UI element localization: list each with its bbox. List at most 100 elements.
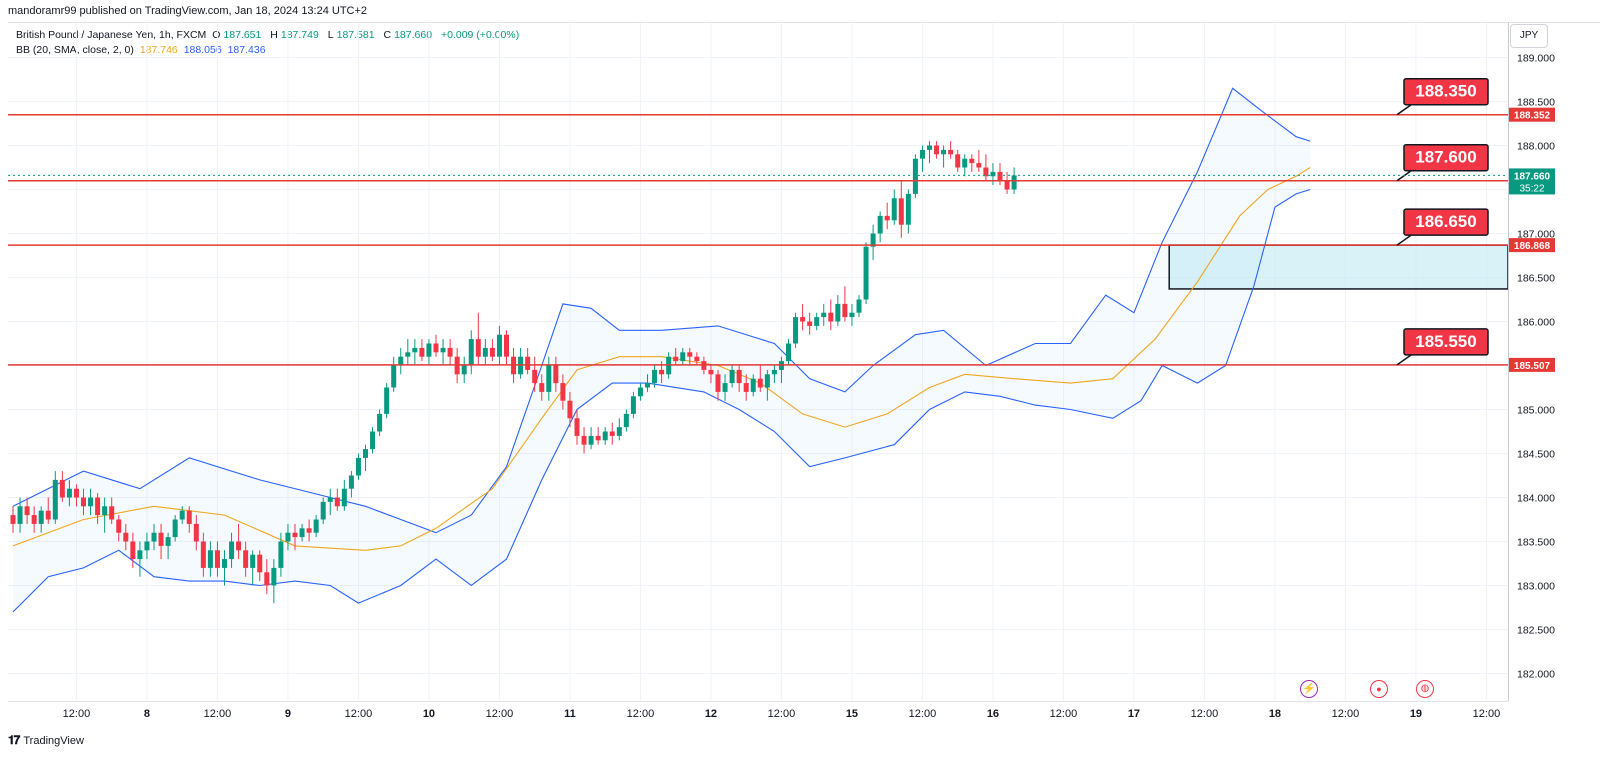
candle-body	[186, 510, 192, 524]
candle-body	[158, 532, 164, 546]
candle-body	[412, 347, 418, 353]
y-tick-label: 187.000	[1517, 229, 1555, 241]
candle-body	[750, 378, 756, 392]
tradingview-brand[interactable]: 𝟏𝟕 TradingView	[8, 733, 84, 748]
candle-body	[567, 400, 573, 419]
candle-body	[222, 559, 227, 568]
high-value: H 187.749	[270, 29, 319, 41]
last-price-tag	[1509, 168, 1555, 195]
candle-body	[45, 510, 51, 520]
candle-body	[306, 528, 312, 533]
axis-level-label: 188.352	[1514, 111, 1551, 122]
candle-body	[793, 317, 799, 344]
currency-button[interactable]: JPY	[1510, 24, 1548, 48]
level-callout-label: 185.550	[1415, 332, 1476, 351]
record-icon[interactable]: ●	[1370, 680, 1388, 698]
candle-body	[786, 343, 791, 362]
lightning-icon[interactable]: ⚡	[1300, 680, 1318, 698]
candle-body	[722, 383, 728, 392]
candle-body	[771, 369, 777, 375]
x-tick-label: 12:00	[1050, 708, 1078, 720]
candle-body	[694, 356, 700, 362]
candle-body	[468, 339, 474, 366]
candle-body	[934, 145, 940, 155]
candle-body	[539, 383, 545, 392]
candle-body	[193, 523, 199, 542]
x-tick-label: 18	[1269, 708, 1281, 720]
brand-name: TradingView	[23, 734, 84, 747]
price-axis[interactable]	[1508, 22, 1600, 701]
x-tick-label: 12:00	[486, 708, 514, 720]
candle-body	[504, 334, 509, 357]
candle-body	[856, 299, 862, 313]
level-callout-box	[1403, 208, 1489, 236]
axis-level-tag	[1509, 107, 1555, 122]
x-tick-label: 17	[1128, 708, 1140, 720]
candle-body	[736, 369, 742, 384]
candle-body	[546, 365, 552, 392]
candle-body	[828, 312, 834, 322]
candle-body	[405, 352, 411, 357]
y-tick-label: 182.000	[1517, 669, 1555, 681]
x-tick-label: 16	[987, 708, 999, 720]
candle-body	[391, 365, 397, 388]
chart-pane[interactable]	[8, 22, 1508, 702]
candle-body	[962, 158, 968, 168]
bb-lower-line	[12, 188, 1311, 613]
candle-body	[1004, 180, 1010, 190]
candle-body	[708, 369, 714, 375]
candle-body	[243, 550, 249, 568]
candle-body	[398, 356, 404, 366]
candle-body	[969, 158, 975, 164]
last-price-label: 187.660	[1514, 171, 1551, 182]
candle-body	[327, 497, 333, 502]
candle-body	[623, 413, 629, 428]
candle-body	[941, 149, 947, 155]
candle-body	[334, 497, 340, 507]
candle-body	[278, 541, 284, 568]
axis-level-tag	[1509, 357, 1555, 372]
candle-body	[849, 312, 855, 318]
y-tick-label: 186.000	[1517, 317, 1555, 329]
candle-body	[800, 317, 806, 322]
bb-legend[interactable]: BB (20, SMA, close, 2, 0) 187.746 188.05…	[16, 44, 269, 56]
x-tick-label: 15	[846, 708, 858, 720]
candle-body	[123, 532, 129, 542]
candle-body	[835, 303, 841, 322]
axis-level-tag	[1509, 238, 1555, 253]
globe-icon[interactable]: ◍	[1416, 680, 1434, 698]
candle-body	[609, 431, 615, 436]
candle-body	[384, 387, 390, 414]
candle-body	[179, 510, 185, 520]
candle-body	[588, 435, 594, 445]
candle-body	[532, 369, 538, 384]
candle-body	[144, 541, 150, 551]
candle-body	[17, 506, 23, 524]
candle-body	[976, 163, 982, 168]
candle-body	[299, 528, 305, 538]
x-tick-label: 12:00	[909, 708, 937, 720]
candle-body	[341, 488, 347, 507]
candle-body	[200, 541, 206, 568]
axis-level-label: 185.507	[1514, 361, 1551, 372]
candle-body	[489, 347, 495, 357]
level-callout-label: 188.350	[1415, 82, 1476, 101]
candle-body	[31, 515, 37, 524]
candle-body	[595, 435, 601, 441]
candle-body	[645, 383, 650, 388]
candle-body	[130, 541, 136, 560]
candle-body	[109, 506, 115, 520]
candle-body	[927, 145, 932, 150]
candle-body	[73, 488, 79, 498]
candle-body	[687, 352, 693, 357]
bb-fill	[13, 88, 1311, 612]
candle-body	[891, 198, 897, 221]
x-tick-label: 9	[285, 708, 291, 720]
bb-upper-value: 188.056	[183, 44, 222, 56]
candle-body	[807, 321, 813, 326]
candle-body	[574, 418, 580, 436]
candle-body	[447, 347, 453, 357]
candle-body	[137, 550, 143, 560]
candle-body	[905, 193, 911, 225]
